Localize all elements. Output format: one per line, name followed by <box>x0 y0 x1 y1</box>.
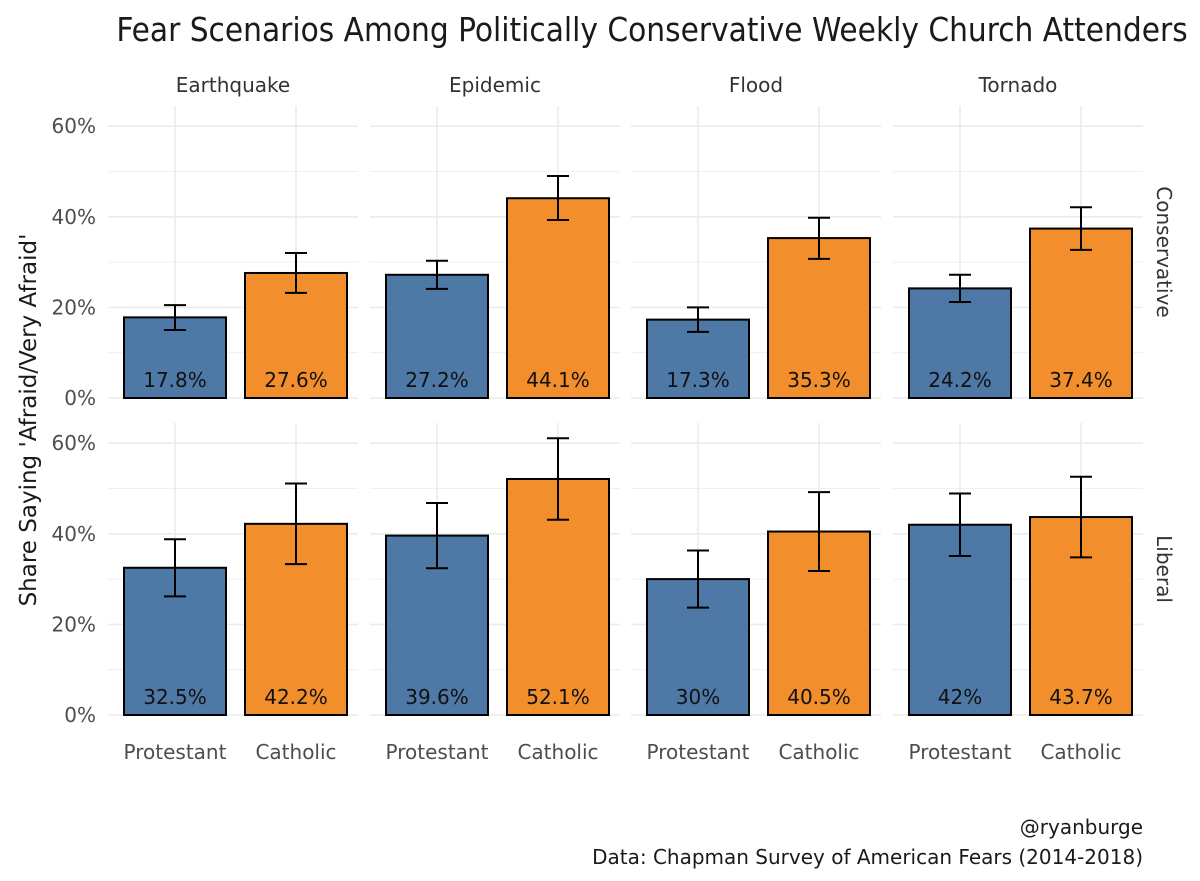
x-tick-label: Protestant <box>909 740 1012 764</box>
data-label: 44.1% <box>526 368 590 392</box>
data-label: 43.7% <box>1049 685 1113 709</box>
x-tick-label: Protestant <box>386 740 489 764</box>
y-tick-label: 0% <box>64 386 96 410</box>
facet-label-conservative: Conservative <box>1152 186 1176 317</box>
facet-panels: 17.8% 27.6% 27.2% 44.1% 17.3% 35.3% 24.2% 37.4%… <box>108 106 1143 717</box>
bar-catholic <box>767 237 871 399</box>
data-label: 32.5% <box>143 685 207 709</box>
y-tick-label: 60% <box>52 114 96 138</box>
data-label: 30% <box>676 685 720 709</box>
x-tick-label: Catholic <box>517 740 598 764</box>
y-tick-label: 40% <box>52 205 96 229</box>
bar-protestant <box>646 578 750 716</box>
chart-title: Fear Scenarios Among Politically Conserv… <box>116 10 1187 49</box>
data-label: 39.6% <box>405 685 469 709</box>
axes: 0% 20% 40% 60% 0% 20% 40% 60% Protestant Catholic… <box>52 73 1176 764</box>
y-tick-label: 0% <box>64 703 96 727</box>
data-label: 27.2% <box>405 368 469 392</box>
y-tick-label: 20% <box>52 612 96 636</box>
x-tick-label: Catholic <box>255 740 336 764</box>
facet-label-tornado: Tornado <box>978 73 1058 97</box>
data-label: 42% <box>938 685 982 709</box>
data-label: 17.8% <box>143 368 207 392</box>
y-tick-label: 40% <box>52 522 96 546</box>
data-label: 40.5% <box>787 685 851 709</box>
facet-label-liberal: Liberal <box>1152 535 1176 603</box>
y-tick-label: 20% <box>52 295 96 319</box>
caption-handle: @ryanburge <box>1020 815 1143 839</box>
bar-catholic <box>1029 227 1133 399</box>
facet-label-flood: Flood <box>729 73 783 97</box>
y-tick-label: 60% <box>52 431 96 455</box>
bar-catholic <box>506 197 610 399</box>
data-label: 17.3% <box>666 368 730 392</box>
data-label: 24.2% <box>928 368 992 392</box>
data-label: 37.4% <box>1049 368 1113 392</box>
bar-protestant <box>908 287 1012 399</box>
facet-label-earthquake: Earthquake <box>176 73 290 97</box>
data-label: 35.3% <box>787 368 851 392</box>
data-label: 27.6% <box>264 368 328 392</box>
x-tick-label: Catholic <box>1040 740 1121 764</box>
x-tick-label: Catholic <box>778 740 859 764</box>
caption-source: Data: Chapman Survey of American Fears (… <box>592 845 1143 869</box>
x-tick-label: Protestant <box>124 740 227 764</box>
data-label: 52.1% <box>526 685 590 709</box>
x-tick-label: Protestant <box>647 740 750 764</box>
facet-label-epidemic: Epidemic <box>449 73 541 97</box>
bar-protestant <box>385 273 489 399</box>
y-axis-label: Share Saying 'Afraid/Very Afraid' <box>16 234 42 607</box>
data-label: 42.2% <box>264 685 328 709</box>
